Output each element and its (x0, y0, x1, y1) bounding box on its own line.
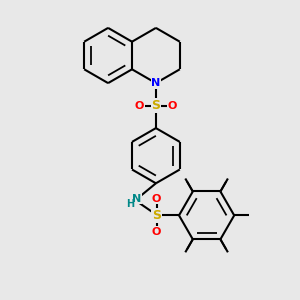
Text: O: O (152, 194, 161, 204)
Text: O: O (135, 100, 144, 111)
Text: O: O (152, 227, 161, 237)
Text: S: S (152, 209, 161, 222)
Text: S: S (152, 99, 160, 112)
Text: N: N (132, 194, 142, 204)
Text: N: N (151, 78, 160, 88)
Text: O: O (168, 100, 177, 111)
Text: H: H (126, 199, 134, 209)
